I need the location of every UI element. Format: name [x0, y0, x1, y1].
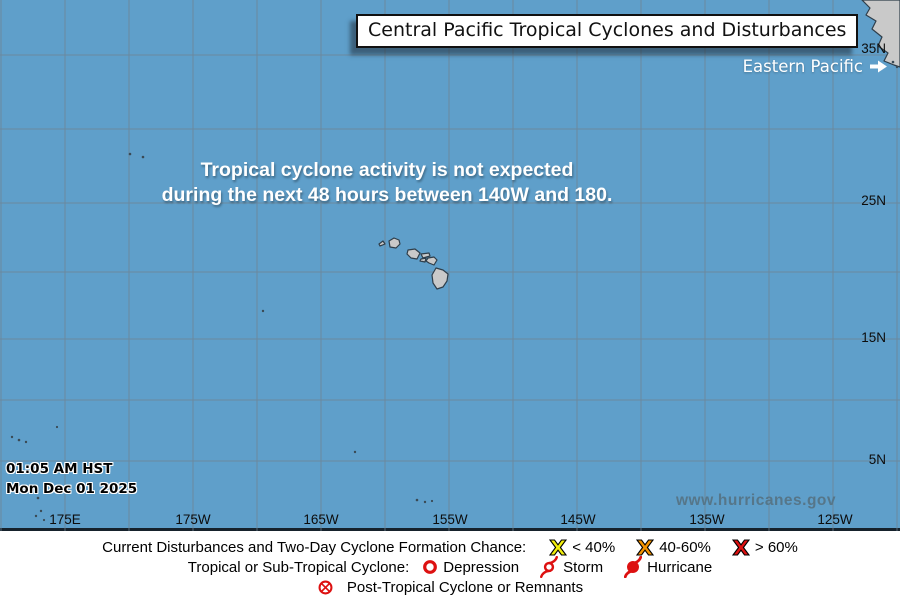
lon-label-155w: 155W: [432, 512, 468, 527]
legend-cyclone-row: Tropical or Sub-Tropical Cyclone: Depres…: [187, 556, 712, 578]
island-specks: [6, 60, 899, 522]
legend-item-gt60: > 60%: [731, 538, 798, 556]
x-mark-orange-icon: [636, 538, 655, 556]
lon-label-145w: 145W: [560, 512, 596, 527]
lon-label-165w: 165W: [303, 512, 339, 527]
page-title: Central Pacific Tropical Cyclones and Di…: [356, 14, 859, 48]
legend-post-tropical-row: Post-Tropical Cyclone or Remnants: [317, 577, 583, 597]
lat-label-15n: 15N: [861, 330, 886, 345]
legend-40-60-label: 40-60%: [659, 538, 711, 556]
legend: Current Disturbances and Two-Day Cyclone…: [0, 531, 900, 601]
island-molokai: [420, 252, 431, 259]
legend-item-40-60: 40-60%: [636, 539, 711, 556]
eastern-pacific-link[interactable]: Eastern Pacific: [743, 57, 887, 76]
legend-item-depression: Depression: [422, 559, 519, 576]
legend-cyclone-label: Tropical or Sub-Tropical Cyclone:: [187, 558, 410, 576]
legend-item-storm: Storm: [540, 556, 603, 578]
legend-depression-label: Depression: [443, 558, 520, 576]
post-tropical-icon: [318, 580, 333, 594]
legend-item-post-tropical: Post-Tropical Cyclone or Remnants: [317, 579, 583, 596]
x-mark-yellow-icon: [549, 538, 568, 556]
land-layer: [6, 0, 900, 522]
outlook-message-line2: during the next 48 hours between 140W an…: [161, 184, 613, 206]
lon-label-175e: 175E: [49, 512, 81, 527]
island-oahu: [406, 248, 421, 260]
legend-lt40-label: < 40%: [572, 538, 616, 556]
legend-formation-row: Current Disturbances and Two-Day Cyclone…: [102, 537, 798, 557]
legend-storm-label: Storm: [563, 558, 604, 576]
legend-item-hurricane: Hurricane: [624, 556, 712, 578]
lat-label-5n: 5N: [868, 452, 886, 467]
eastern-pacific-label: Eastern Pacific: [742, 57, 863, 76]
outlook-message: Tropical cyclone activity is not expecte…: [122, 158, 652, 208]
lat-label-35n: 35N: [861, 41, 886, 56]
island-hawaii: [431, 267, 449, 290]
storm-icon: [540, 556, 559, 578]
timestamp-time: 01:05 AM HST: [6, 461, 113, 477]
outlook-message-line1: Tropical cyclone activity is not expecte…: [200, 159, 574, 181]
arrow-right-icon: [870, 60, 887, 73]
legend-gt60-label: > 60%: [754, 538, 798, 556]
legend-item-lt40: < 40%: [549, 539, 615, 556]
graticule-grid: [0, 0, 900, 531]
lon-label-135w: 135W: [689, 512, 725, 527]
depression-icon: [423, 560, 438, 574]
island-kauai: [388, 237, 401, 249]
island-niihau: [378, 240, 386, 247]
timestamp-date: Mon Dec 01 2025: [6, 481, 138, 497]
x-mark-red-icon: [731, 538, 750, 556]
island-maui: [425, 256, 438, 266]
lat-label-25n: 25N: [861, 193, 886, 208]
legend-formation-label: Current Disturbances and Two-Day Cyclone…: [102, 538, 527, 556]
hurricanes-gov-watermark: www.hurricanes.gov: [676, 492, 837, 509]
pacific-map: Central Pacific Tropical Cyclones and Di…: [0, 0, 900, 531]
north-america-coast: [861, 0, 900, 68]
hurricane-icon: [624, 556, 643, 578]
legend-hurricane-label: Hurricane: [647, 558, 713, 576]
lon-label-175w: 175W: [175, 512, 211, 527]
legend-post-tropical-label: Post-Tropical Cyclone or Remnants: [346, 578, 584, 596]
timestamp: 01:05 AM HST Mon Dec 01 2025: [6, 459, 137, 499]
island-lanai: [419, 257, 427, 263]
lon-label-125w: 125W: [817, 512, 853, 527]
